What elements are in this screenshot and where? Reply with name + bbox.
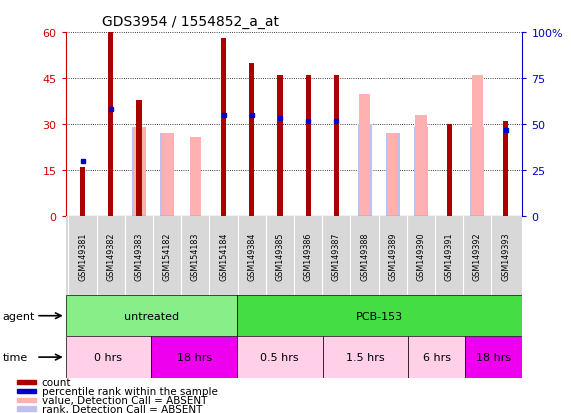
- Text: rank, Detection Call = ABSENT: rank, Detection Call = ABSENT: [42, 404, 202, 413]
- Text: 0 hrs: 0 hrs: [94, 352, 123, 362]
- Bar: [17, 406, 36, 411]
- Bar: [415, 116, 427, 217]
- Bar: [17, 380, 36, 385]
- Bar: [80, 168, 85, 217]
- Text: untreated: untreated: [124, 311, 179, 321]
- Bar: [447, 125, 452, 217]
- Text: 6 hrs: 6 hrs: [423, 352, 451, 362]
- Bar: [108, 33, 113, 217]
- Text: GSM149384: GSM149384: [247, 232, 256, 280]
- Text: value, Detection Call = ABSENT: value, Detection Call = ABSENT: [42, 395, 207, 405]
- Text: GSM149383: GSM149383: [135, 232, 143, 280]
- Text: time: time: [3, 352, 28, 362]
- Bar: [414, 128, 428, 217]
- Text: GSM149388: GSM149388: [360, 232, 369, 280]
- Text: 1.5 hrs: 1.5 hrs: [346, 352, 385, 362]
- Text: GSM149382: GSM149382: [106, 232, 115, 280]
- Bar: [387, 134, 399, 217]
- Bar: [17, 389, 36, 393]
- Bar: [134, 128, 144, 217]
- Bar: [66, 295, 237, 337]
- Text: GSM149386: GSM149386: [304, 232, 313, 280]
- Bar: [249, 64, 254, 217]
- Bar: [132, 128, 146, 217]
- Bar: [17, 398, 36, 402]
- Bar: [408, 337, 465, 378]
- Bar: [221, 39, 226, 217]
- Text: GSM154183: GSM154183: [191, 232, 200, 280]
- Text: GSM149390: GSM149390: [416, 232, 425, 280]
- Text: GSM149392: GSM149392: [473, 232, 482, 280]
- Bar: [357, 125, 372, 217]
- Bar: [160, 134, 174, 217]
- Bar: [323, 337, 408, 378]
- Text: GSM149381: GSM149381: [78, 232, 87, 280]
- Text: GSM154184: GSM154184: [219, 232, 228, 280]
- Text: GSM149391: GSM149391: [445, 232, 453, 280]
- Bar: [305, 76, 311, 217]
- Bar: [162, 134, 173, 217]
- Bar: [472, 76, 483, 217]
- Text: GSM149393: GSM149393: [501, 232, 510, 280]
- Text: agent: agent: [3, 311, 35, 321]
- Bar: [190, 137, 201, 217]
- Text: percentile rank within the sample: percentile rank within the sample: [42, 386, 218, 396]
- Text: count: count: [42, 377, 71, 387]
- Bar: [237, 337, 323, 378]
- Bar: [278, 76, 283, 217]
- Text: GDS3954 / 1554852_a_at: GDS3954 / 1554852_a_at: [102, 15, 279, 29]
- Bar: [359, 94, 370, 217]
- Bar: [237, 295, 522, 337]
- Text: GSM149385: GSM149385: [275, 232, 284, 280]
- Bar: [136, 100, 142, 217]
- Bar: [503, 122, 508, 217]
- Text: 18 hrs: 18 hrs: [476, 352, 512, 362]
- Bar: [385, 134, 400, 217]
- Text: GSM149389: GSM149389: [388, 232, 397, 280]
- Text: 0.5 hrs: 0.5 hrs: [260, 352, 299, 362]
- Bar: [66, 337, 151, 378]
- Text: PCB-153: PCB-153: [356, 311, 403, 321]
- Bar: [151, 337, 237, 378]
- Bar: [334, 76, 339, 217]
- Bar: [471, 128, 484, 217]
- Bar: [465, 337, 522, 378]
- Text: GSM149387: GSM149387: [332, 232, 341, 280]
- Text: 18 hrs: 18 hrs: [176, 352, 212, 362]
- Text: GSM154182: GSM154182: [163, 232, 172, 280]
